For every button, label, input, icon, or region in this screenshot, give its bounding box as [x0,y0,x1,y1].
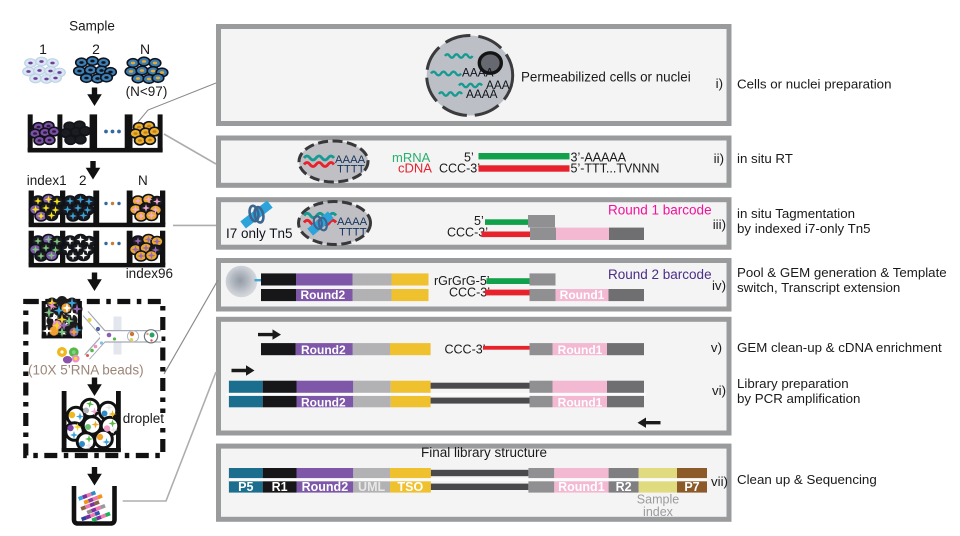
svg-text:index96: index96 [126,266,173,281]
svg-text:Clean up & Sequencing: Clean up & Sequencing [737,472,877,487]
svg-text:CCC-3’: CCC-3’ [447,226,488,240]
svg-text:TTTT: TTTT [337,163,365,175]
svg-text:rGrGrG-5’: rGrGrG-5’ [434,274,490,288]
svg-text:switch, Transcript extension: switch, Transcript extension [737,280,900,295]
svg-text:2: 2 [79,173,87,188]
svg-text:AAAA: AAAA [462,66,494,80]
svg-text:Round1: Round1 [558,395,603,409]
svg-text:TSO: TSO [398,480,424,494]
svg-text:vi): vi) [712,383,726,398]
svg-text:Round1: Round1 [560,288,605,302]
svg-text:TTTT: TTTT [339,227,367,239]
svg-text:AAAA: AAAA [337,216,368,228]
svg-text:R1: R1 [272,480,288,494]
svg-text:iv): iv) [712,278,726,293]
svg-text:CCC-3’: CCC-3’ [445,343,486,357]
svg-text:index: index [643,505,674,519]
svg-text:N: N [140,41,150,57]
svg-text:AAAA: AAAA [466,87,498,101]
svg-text:Pool & GEM generation & Templa: Pool & GEM generation & Template [737,265,947,280]
svg-text:5’: 5’ [474,214,484,228]
svg-text:ii): ii) [714,151,724,166]
svg-text:P7: P7 [684,480,699,494]
svg-text:i): i) [716,76,723,91]
svg-text:cDNA: cDNA [398,161,432,176]
svg-text:(N<97): (N<97) [126,84,168,99]
svg-text:Sample: Sample [637,493,679,507]
svg-text:in situ RT: in situ RT [737,151,793,166]
svg-text:Round2: Round2 [301,395,346,409]
svg-text:I7 only Tn5: I7 only Tn5 [226,226,293,241]
svg-text:Round2: Round2 [301,288,346,302]
svg-text:v): v) [711,340,722,355]
svg-text:CCC-3’: CCC-3’ [439,162,480,176]
svg-text:AAA: AAA [486,78,510,92]
svg-text:2: 2 [92,41,100,57]
svg-text:1: 1 [39,41,47,57]
svg-text:droplet: droplet [123,411,165,426]
svg-text:vii): vii) [711,474,728,489]
svg-text:in situ Tagmentation: in situ Tagmentation [737,206,855,221]
svg-text:by PCR amplification: by PCR amplification [737,391,860,406]
svg-text:5’: 5’ [464,151,474,165]
svg-text:R2: R2 [616,480,632,494]
svg-text:UML: UML [358,480,385,494]
svg-text:(10X 5’RNA beads): (10X 5’RNA beads) [28,363,144,378]
svg-text:N: N [138,173,148,188]
svg-text:Round1: Round1 [558,480,605,494]
svg-text:iii): iii) [713,217,726,232]
svg-text:by indexed i7-only Tn5: by indexed i7-only Tn5 [737,221,871,236]
svg-text:3’-AAAAA: 3’-AAAAA [571,151,627,165]
svg-text:Cells or nuclei preparation: Cells or nuclei preparation [737,77,891,92]
svg-text:Round2: Round2 [302,480,349,494]
svg-text:Library preparation: Library preparation [737,376,849,391]
svg-text:5’-TTT...TVNNN: 5’-TTT...TVNNN [571,162,660,176]
svg-text:GEM clean-up & cDNA enrichment: GEM clean-up & cDNA enrichment [737,340,942,355]
svg-text:mRNA: mRNA [392,150,431,165]
svg-text:Sample: Sample [69,19,115,34]
svg-text:P5: P5 [238,480,253,494]
svg-text:AAAA: AAAA [335,154,366,166]
svg-text:Final library structure: Final library structure [421,445,547,460]
svg-text:Permeabilized cells or nuclei: Permeabilized cells or nuclei [521,70,691,85]
svg-text:index1: index1 [27,173,67,188]
svg-text:CCC-3’: CCC-3’ [449,286,490,300]
svg-text:Round2: Round2 [301,343,346,357]
svg-text:Round 1 barcode: Round 1 barcode [608,203,712,218]
svg-text:Round1: Round1 [558,343,603,357]
svg-text:Round 2 barcode: Round 2 barcode [608,267,712,282]
